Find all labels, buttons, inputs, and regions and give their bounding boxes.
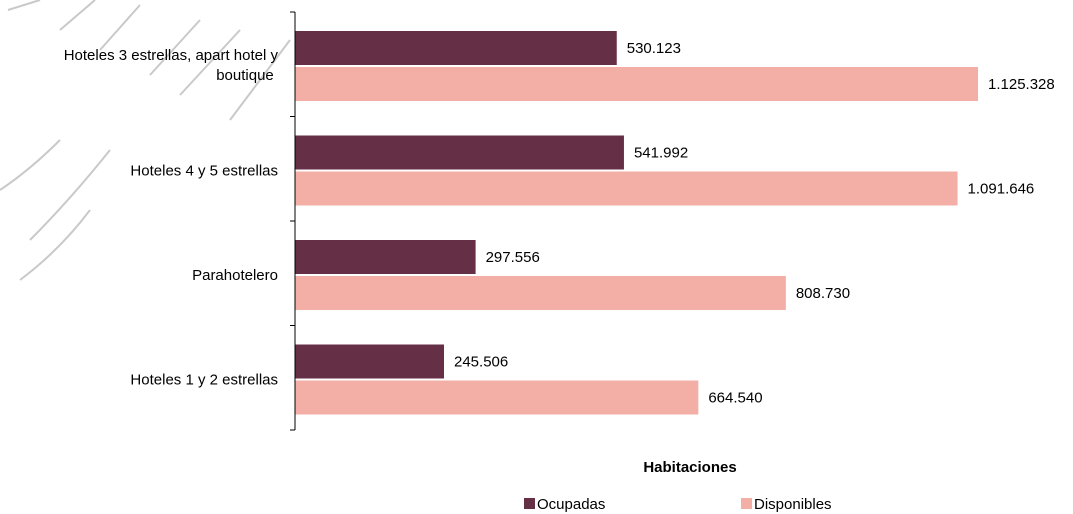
legend-label: Ocupadas <box>537 496 605 513</box>
data-label: 664.540 <box>708 390 762 407</box>
data-label: 245.506 <box>454 354 508 371</box>
bar-ocupadas <box>295 135 624 170</box>
legend-swatch-disponibles <box>741 498 752 509</box>
category-label: Hoteles 4 y 5 estrellas <box>130 163 278 180</box>
bar-disponibles <box>295 171 958 206</box>
bar-ocupadas <box>295 240 476 274</box>
data-label: 808.730 <box>796 285 850 302</box>
legend-label: Disponibles <box>754 496 832 513</box>
legend: Ocupadas Disponibles <box>524 496 832 513</box>
y-axis-ticks <box>290 11 295 431</box>
category-label: Hoteles 1 y 2 estrellas <box>130 372 278 389</box>
data-label: 297.556 <box>486 249 540 266</box>
category-label: Hoteles 3 estrellas, apart hotel y boutiq… <box>64 47 279 84</box>
category-label: Parahotelero <box>192 267 278 284</box>
x-axis-title: Habitaciones <box>643 459 736 476</box>
bar-ocupadas <box>295 344 445 379</box>
value-labels-group: 530.123 1.125.328 541.992 1.091.646 297.556 8… <box>454 40 1055 407</box>
bar-disponibles <box>295 380 699 415</box>
data-label: 1.091.646 <box>968 181 1035 198</box>
watermark <box>0 0 291 281</box>
data-label: 530.123 <box>627 40 681 57</box>
bars-group <box>295 31 978 415</box>
data-label: 541.992 <box>634 145 688 162</box>
bar-disponibles <box>295 67 978 101</box>
data-label: 1.125.328 <box>988 76 1055 93</box>
category-labels-group: Hoteles 3 estrellas, apart hotel y boutiq… <box>64 47 279 389</box>
legend-swatch-ocupadas <box>524 498 535 509</box>
bar-ocupadas <box>295 31 617 65</box>
bar-disponibles <box>295 276 786 310</box>
